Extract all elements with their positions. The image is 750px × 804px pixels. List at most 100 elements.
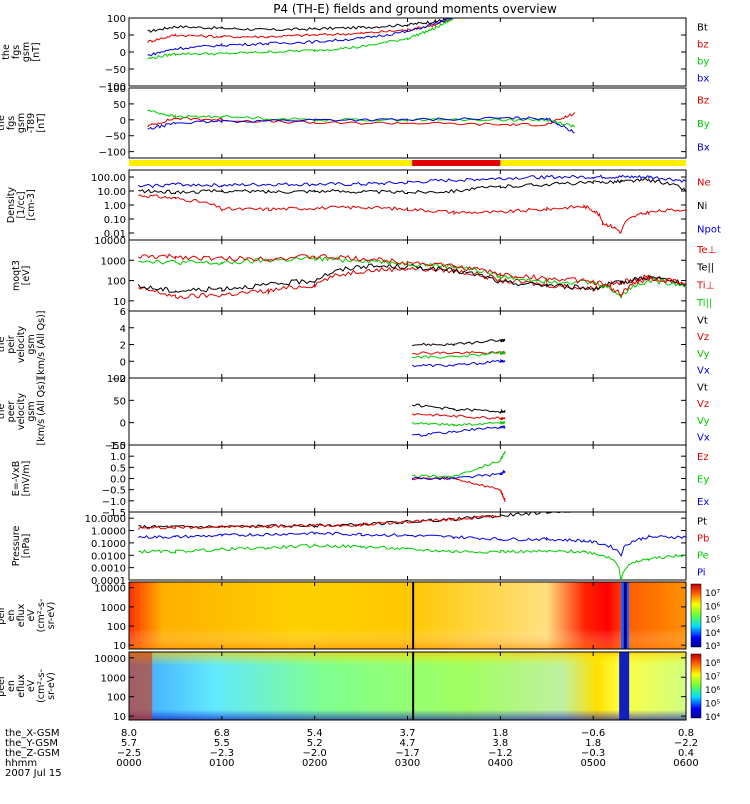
legend-entry: by — [697, 57, 709, 68]
xaxis-tick-label: 8.0 — [121, 728, 137, 739]
panel-density: 100.00 10.00 1.00 0.10 0.01 Density [1/cc] [cm-… — [6, 169, 721, 241]
panel-peir: 10000 1000 100 10 thepeirenefluxeV(cm²-s-sr-… — [0, 581, 720, 652]
ytick-label: 100 — [107, 84, 126, 95]
panel-vi: 6 4 2 0 −2 the peir velocity gsm [km/s (All Qs)] V… — [0, 307, 710, 385]
series-group — [411, 450, 506, 503]
series-Vy — [411, 350, 506, 359]
ytick-label: 10.0000 — [85, 514, 126, 525]
series-Pe — [138, 543, 686, 580]
ytick-label: 100 — [107, 693, 126, 704]
spectrogram-ion-dropout-core — [623, 582, 627, 649]
legend-entry: Pt — [697, 517, 707, 528]
state-bar-yellow — [129, 160, 686, 166]
legend-entry: Vz — [697, 332, 709, 343]
ylabel-line: [km/s (All Qs)] — [36, 311, 47, 379]
ylabel-line: (cm²-s- — [36, 669, 47, 703]
ytick-label: 0 — [120, 116, 126, 127]
ylabel-line: velocity — [16, 393, 27, 431]
panel-fgs2: 100 50 0 −50 −100 the fgs gsm -T89 [nT] Bz By Bx — [0, 84, 710, 159]
ylabel-line: gsm — [21, 42, 32, 62]
legend-entry: Npot — [697, 224, 721, 235]
series-Vy — [411, 420, 506, 427]
series-Npot — [138, 174, 686, 189]
ytick-label: 0.0001 — [91, 576, 126, 587]
xaxis-tick-label: 0300 — [395, 758, 420, 769]
xaxis-tick-label: 6.8 — [214, 728, 230, 739]
series-Ni — [138, 178, 686, 195]
legend-entry: Pi — [697, 568, 706, 579]
ytick-label: −50 — [105, 132, 126, 143]
ytick-label: 0.0010 — [91, 564, 126, 575]
panel-ylabel: thepeirenefluxeV(cm²-s-sr-eV) — [0, 599, 57, 633]
spectrogram-electron-edge — [129, 652, 153, 720]
ylabel-line: Pressure — [11, 526, 22, 567]
ylabel-line: (cm²-s- — [36, 599, 47, 633]
ylabel-line: gsm — [16, 113, 27, 133]
ytick-label: 1000 — [101, 673, 126, 684]
colorbar-label: 10⁶ — [705, 686, 720, 696]
colorbar-label: 10⁸ — [705, 659, 720, 669]
xaxis-tick-label: 0600 — [673, 758, 698, 769]
ylabel-line: [nT] — [31, 42, 42, 61]
panel-fgs: 100 50 0 −50 −100 the fgs gsm [nT] Bt bz by bx — [1, 14, 709, 93]
panel-frame — [128, 169, 687, 241]
panel-peer: 10000 1000 100 10 thepeerenefluxeV(cm²-s-sr-… — [0, 651, 720, 723]
panel-ylabel: E=-VxB [mV/m] — [11, 461, 32, 497]
xaxis-tick-label: 0100 — [209, 758, 234, 769]
ylabel-line: peir — [6, 335, 17, 354]
state-bar-red — [412, 160, 501, 166]
ylabel-line: eflux — [16, 674, 27, 698]
ylabel-line: eflux — [16, 603, 27, 627]
series-group — [137, 253, 686, 300]
xaxis-tick-label: −2.3 — [210, 748, 234, 759]
ylabel-line: Density — [6, 187, 17, 223]
ylabel-line: en — [6, 610, 17, 622]
legend-entry: Ez — [697, 452, 709, 463]
ytick-label: 0 — [120, 419, 126, 430]
series-Bt — [147, 18, 455, 33]
ylabel-line: fgs — [6, 116, 17, 130]
series-group — [411, 338, 506, 368]
panel-efield: 1.51.00.50.0−0.5−1.0−1.5 E=-VxB [mV/m] Ez Ey… — [11, 441, 709, 519]
xaxis-tick-label: −1.2 — [488, 748, 512, 759]
panel-ylabel: thepeerenefluxeV(cm²-s-sr-eV) — [0, 669, 57, 703]
legend-entry: Ti⊥ — [696, 280, 714, 291]
legend-entry: Vx — [697, 433, 710, 444]
legend-entry: By — [697, 119, 710, 130]
xaxis-tick-label: 0200 — [302, 758, 327, 769]
ytick-label: 50 — [113, 100, 126, 111]
xaxis-tick-label: 4.7 — [400, 738, 416, 749]
series-Vt — [411, 338, 506, 347]
series-Ez — [411, 476, 506, 503]
legend-entry: Bz — [697, 96, 709, 107]
ytick-label: 10000 — [94, 236, 126, 247]
spectrogram-electron-gap — [412, 652, 415, 720]
ytick-label: 10 — [113, 641, 126, 652]
legend-entry: Te|| — [696, 263, 714, 274]
ytick-label: 0 — [120, 357, 126, 368]
xaxis-tick-label: 0.4 — [678, 748, 694, 759]
legend-entry: Vt — [697, 382, 708, 393]
ytick-label: 0.10 — [104, 215, 126, 226]
series-By — [147, 109, 576, 128]
legend-entry: Pe — [697, 551, 709, 562]
colorbar-label: 10⁵ — [705, 616, 720, 626]
ytick-label: 10000 — [94, 584, 126, 595]
ytick-label: 100 — [107, 374, 126, 385]
ylabel-line: [nPa] — [21, 534, 32, 559]
legend-entry: Bx — [697, 142, 710, 153]
ylabel-line: the — [0, 115, 7, 131]
xaxis-tick-label: −2.2 — [674, 738, 698, 749]
ytick-label: 1.00 — [104, 201, 126, 212]
series-by — [147, 18, 455, 60]
xaxis-tick-label: −0.3 — [581, 748, 605, 759]
ylabel-line: [eV] — [21, 266, 32, 286]
xaxis-tick-label: 5.4 — [307, 728, 323, 739]
ylabel-line: sr-eV) — [46, 672, 57, 700]
legend-entry: Bt — [697, 23, 708, 34]
ytick-label: 0 — [120, 48, 126, 59]
series-Bx — [147, 116, 575, 134]
